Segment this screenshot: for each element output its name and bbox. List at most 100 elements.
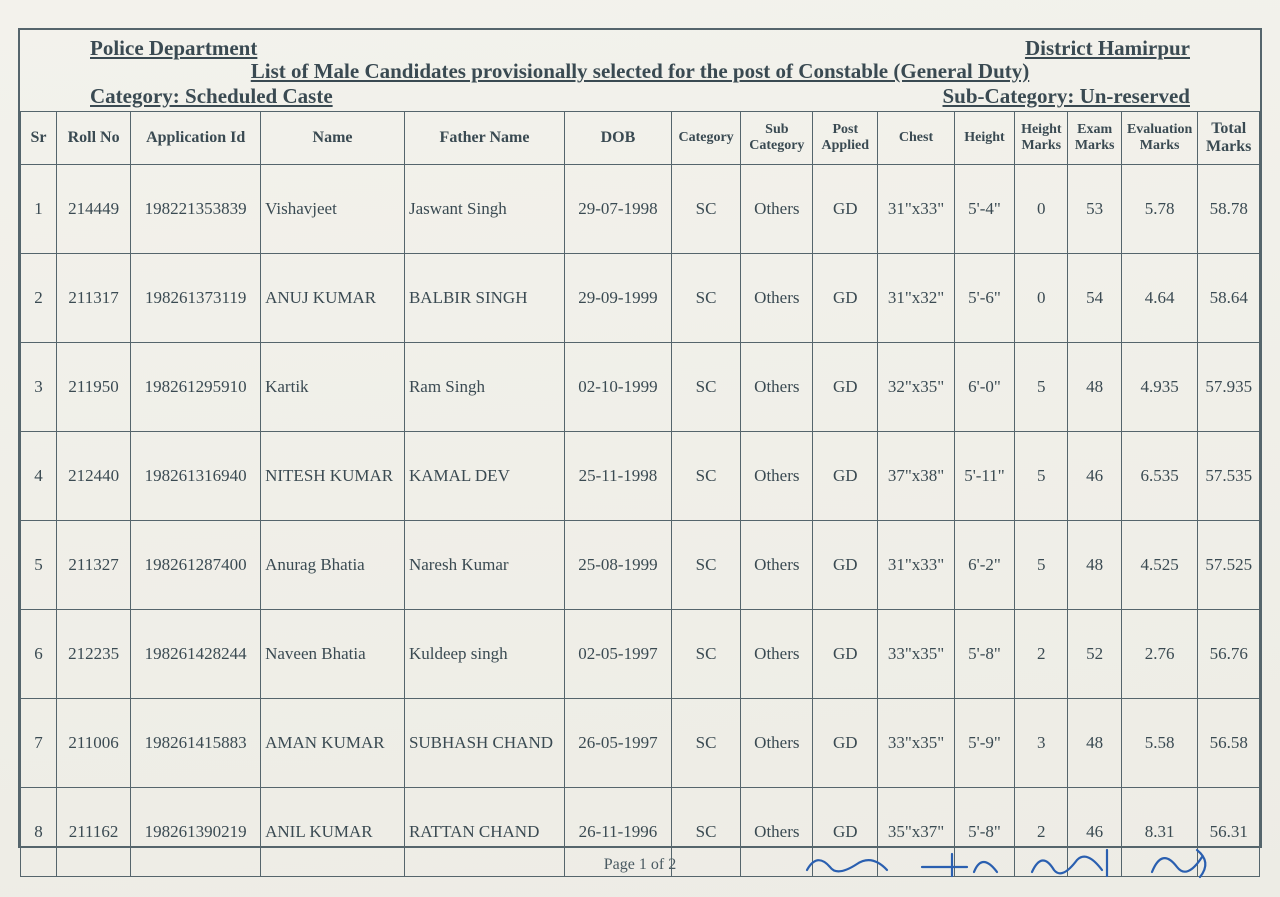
cell-hmarks: 5	[1015, 432, 1068, 521]
cell-father: Ram Singh	[404, 343, 564, 432]
col-name: Name	[261, 112, 405, 165]
header-row-1: Police Department District Hamirpur	[90, 36, 1190, 61]
cell-appid: 198261373119	[131, 254, 261, 343]
cell-dob: 25-08-1999	[565, 521, 672, 610]
cell-dob: 02-05-1997	[565, 610, 672, 699]
cell-father: Naresh Kumar	[404, 521, 564, 610]
page-root: Police Department District Hamirpur List…	[0, 0, 1280, 897]
cell-hmarks: 5	[1015, 343, 1068, 432]
col-roll: Roll No	[56, 112, 130, 165]
cell-father: SUBHASH CHAND	[404, 699, 564, 788]
cell-emarks: 53	[1068, 165, 1121, 254]
cell-post: GD	[813, 343, 878, 432]
cell-chest: 31"x33"	[878, 165, 955, 254]
col-chest: Chest	[878, 112, 955, 165]
cell-category: SC	[671, 699, 741, 788]
cell-roll: 212440	[56, 432, 130, 521]
cell-roll: 211327	[56, 521, 130, 610]
cell-roll: 211006	[56, 699, 130, 788]
cell-emarks: 48	[1068, 343, 1121, 432]
cell-subcat: Others	[741, 432, 813, 521]
subcategory-label: Sub-Category: Un-reserved	[943, 84, 1191, 109]
cell-chest: 31"x32"	[878, 254, 955, 343]
cell-total: 58.78	[1198, 165, 1260, 254]
header-block: Police Department District Hamirpur List…	[20, 30, 1260, 111]
cell-subcat: Others	[741, 699, 813, 788]
table-row: 5211327198261287400Anurag BhatiaNaresh K…	[21, 521, 1260, 610]
outer-frame: Police Department District Hamirpur List…	[18, 28, 1262, 848]
cell-evmarks: 6.535	[1121, 432, 1198, 521]
table-row: 1214449198221353839VishavjeetJaswant Sin…	[21, 165, 1260, 254]
cell-father: Jaswant Singh	[404, 165, 564, 254]
cell-dob: 29-07-1998	[565, 165, 672, 254]
cell-height: 5'-9"	[954, 699, 1014, 788]
col-sr: Sr	[21, 112, 57, 165]
cell-post: GD	[813, 432, 878, 521]
col-emarks: Exam Marks	[1068, 112, 1121, 165]
cell-emarks: 46	[1068, 432, 1121, 521]
cell-name: ANUJ KUMAR	[261, 254, 405, 343]
col-father: Father Name	[404, 112, 564, 165]
cell-post: GD	[813, 699, 878, 788]
cell-height: 6'-2"	[954, 521, 1014, 610]
cell-sr: 3	[21, 343, 57, 432]
table-row: 7211006198261415883AMAN KUMARSUBHASH CHA…	[21, 699, 1260, 788]
col-post: Post Applied	[813, 112, 878, 165]
cell-emarks: 52	[1068, 610, 1121, 699]
col-category: Category	[671, 112, 741, 165]
cell-emarks: 48	[1068, 699, 1121, 788]
col-hmarks: Height Marks	[1015, 112, 1068, 165]
cell-post: GD	[813, 165, 878, 254]
cell-evmarks: 5.78	[1121, 165, 1198, 254]
cell-roll: 211950	[56, 343, 130, 432]
cell-appid: 198261316940	[131, 432, 261, 521]
cell-name: Vishavjeet	[261, 165, 405, 254]
col-subcat: Sub Category	[741, 112, 813, 165]
cell-total: 56.58	[1198, 699, 1260, 788]
district-title: District Hamirpur	[1025, 36, 1190, 61]
cell-dob: 26-05-1997	[565, 699, 672, 788]
cell-roll: 212235	[56, 610, 130, 699]
cell-dob: 25-11-1998	[565, 432, 672, 521]
cell-sr: 2	[21, 254, 57, 343]
cell-roll: 214449	[56, 165, 130, 254]
table-header-row: Sr Roll No Application Id Name Father Na…	[21, 112, 1260, 165]
cell-name: Kartik	[261, 343, 405, 432]
table-row: 6212235198261428244Naveen BhatiaKuldeep …	[21, 610, 1260, 699]
cell-dob: 29-09-1999	[565, 254, 672, 343]
cell-appid: 198261415883	[131, 699, 261, 788]
cell-post: GD	[813, 610, 878, 699]
page-footer: Page 1 of 2	[18, 848, 1262, 874]
cell-category: SC	[671, 521, 741, 610]
cell-father: Kuldeep singh	[404, 610, 564, 699]
cell-sr: 1	[21, 165, 57, 254]
cell-father: BALBIR SINGH	[404, 254, 564, 343]
col-total: Total Marks	[1198, 112, 1260, 165]
col-height: Height	[954, 112, 1014, 165]
cell-hmarks: 5	[1015, 521, 1068, 610]
cell-evmarks: 5.58	[1121, 699, 1198, 788]
cell-total: 57.525	[1198, 521, 1260, 610]
header-row-2: Category: Scheduled Caste Sub-Category: …	[90, 84, 1190, 109]
cell-category: SC	[671, 165, 741, 254]
cell-subcat: Others	[741, 165, 813, 254]
cell-total: 57.935	[1198, 343, 1260, 432]
col-evmarks: Evaluation Marks	[1121, 112, 1198, 165]
table-row: 2211317198261373119ANUJ KUMARBALBIR SING…	[21, 254, 1260, 343]
cell-hmarks: 0	[1015, 254, 1068, 343]
cell-chest: 31"x33"	[878, 521, 955, 610]
cell-subcat: Others	[741, 343, 813, 432]
cell-total: 57.535	[1198, 432, 1260, 521]
cell-evmarks: 4.64	[1121, 254, 1198, 343]
table-row: 3211950198261295910KartikRam Singh02-10-…	[21, 343, 1260, 432]
cell-hmarks: 0	[1015, 165, 1068, 254]
cell-category: SC	[671, 254, 741, 343]
cell-height: 5'-8"	[954, 610, 1014, 699]
cell-appid: 198261428244	[131, 610, 261, 699]
cell-father: KAMAL DEV	[404, 432, 564, 521]
cell-hmarks: 2	[1015, 610, 1068, 699]
cell-emarks: 48	[1068, 521, 1121, 610]
cell-height: 5'-4"	[954, 165, 1014, 254]
cell-sr: 5	[21, 521, 57, 610]
table-row: 4212440198261316940NITESH KUMARKAMAL DEV…	[21, 432, 1260, 521]
